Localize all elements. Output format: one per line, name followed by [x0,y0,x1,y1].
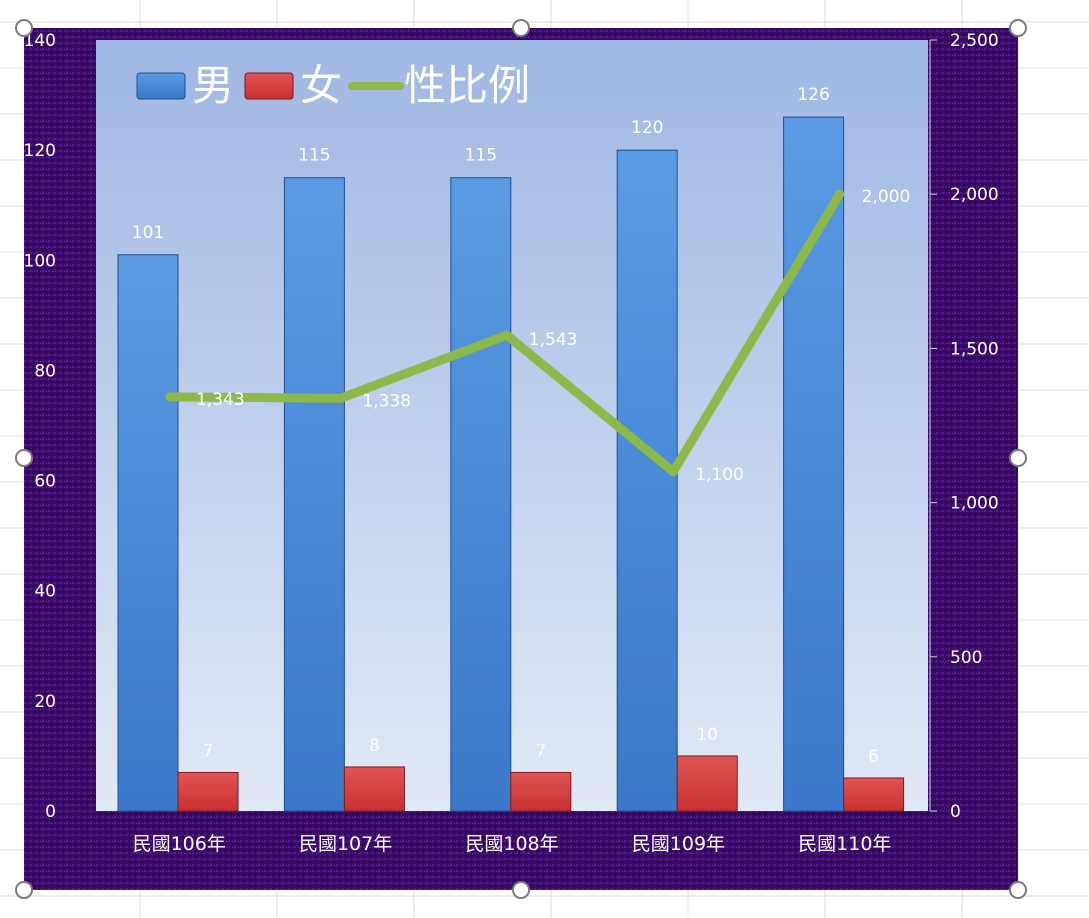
legend-swatch-male [136,72,186,100]
data-label-ratio: 1,543 [529,330,578,350]
line-series [165,189,845,477]
bar-female[interactable] [177,771,239,812]
data-label-female: 8 [369,736,380,756]
right-axis-tick-label: 2,000 [950,185,999,205]
line-ratio-point[interactable] [338,396,343,401]
legend[interactable]: 男 女 性比例 [136,61,530,110]
resize-handle[interactable] [512,19,530,37]
selection-handles[interactable] [15,19,1027,899]
category-tick-label: 民國108年 [465,833,558,855]
left-axis-tick-label: 120 [24,141,56,161]
legend-label-female: 女 [300,61,342,110]
resize-handle[interactable] [15,19,33,37]
bar-male[interactable] [616,149,678,812]
bar-series [117,116,905,812]
data-label-male: 120 [631,118,663,138]
bar-female[interactable] [676,755,738,812]
data-label-ratio: 1,343 [196,390,245,410]
resize-handle[interactable] [15,449,33,467]
line-ratio-point[interactable] [504,333,509,338]
data-label-ratio: 1,100 [695,465,744,485]
left-axis-tick-label: 0 [45,802,56,822]
resize-handle[interactable] [512,881,530,899]
category-tick-label: 民國107年 [299,833,392,855]
left-axis-tick-label: 100 [24,251,56,271]
bar-male[interactable] [450,177,512,812]
right-axis-tick-label: 1,500 [950,339,999,359]
bar-male[interactable] [117,254,179,812]
data-label-ratio: 2,000 [862,187,911,207]
left-axis-tick-label: 140 [24,31,56,51]
left-axis: 0 20 40 60 80 100 120 140 [24,31,56,822]
right-axis-tick-label: 500 [950,648,982,668]
right-axis-tick-label: 2,500 [950,31,999,51]
bar-female[interactable] [510,771,572,812]
left-axis-tick-label: 60 [34,472,56,492]
data-label-female: 7 [535,741,546,761]
bar-male[interactable] [283,177,345,812]
left-axis-tick-label: 20 [34,692,56,712]
data-label-male: 126 [797,85,829,105]
data-label-female: 10 [696,725,718,745]
line-ratio-point[interactable] [172,394,176,399]
bar-female[interactable] [343,766,405,812]
data-label-ratio: 1,338 [362,391,411,411]
legend-swatch-female [244,72,294,100]
bar-female[interactable] [843,777,905,812]
legend-label-ratio: 性比例 [404,61,530,110]
category-tick-label: 民國110年 [798,833,891,855]
line-ratio-point[interactable] [837,192,842,197]
category-tick-label: 民國109年 [632,833,725,855]
left-axis-tick-label: 80 [34,361,56,381]
category-tick-label: 民國106年 [133,833,226,855]
data-label-male: 101 [132,223,164,243]
data-label-female: 7 [203,741,214,761]
resize-handle[interactable] [1009,449,1027,467]
resize-handle[interactable] [1009,19,1027,37]
data-label-female: 6 [868,747,879,767]
line-ratio-point[interactable] [671,469,676,474]
data-labels: 101 7 115 8 115 7 120 10 126 6 1,343 1,338 1,543 1,10… [132,85,910,767]
data-label-male: 115 [465,146,497,166]
resize-handle[interactable] [15,881,33,899]
right-axis-tick-label: 1,000 [950,494,999,514]
resize-handle[interactable] [1009,881,1027,899]
data-label-male: 115 [298,146,330,166]
bar-male[interactable] [783,116,845,812]
left-axis-tick-label: 40 [34,582,56,602]
legend-label-male: 男 [192,61,234,110]
category-axis: 民國106年 民國107年 民國108年 民國109年 民國110年 [133,833,892,855]
right-axis-tick-label: 0 [950,802,961,822]
right-axis: 0 500 1,000 1,500 2,000 2,500 [929,31,999,822]
